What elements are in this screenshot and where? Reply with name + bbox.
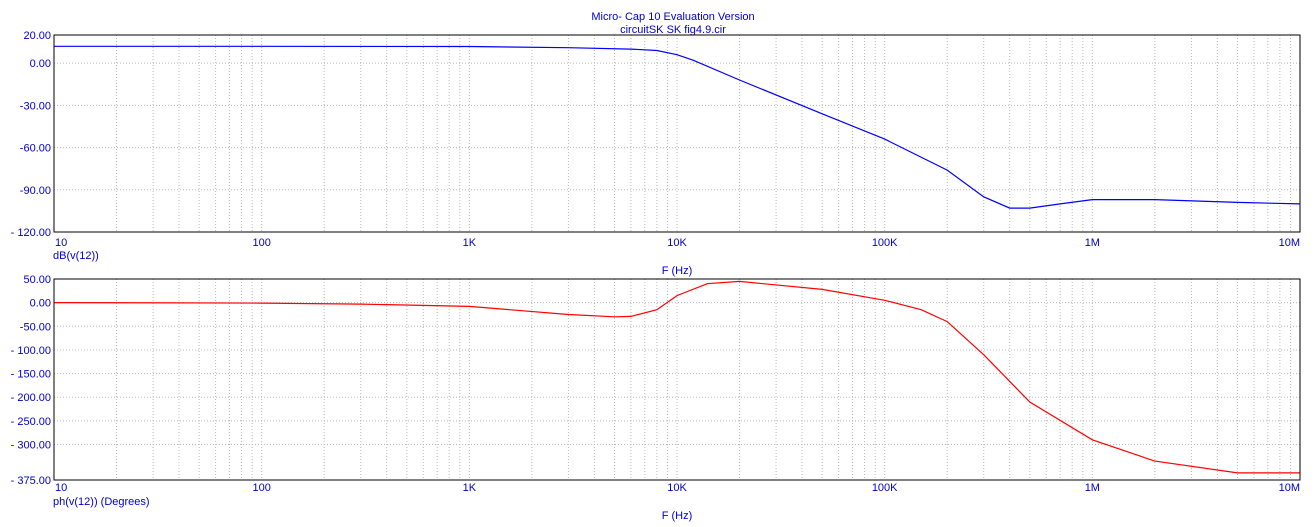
phase-series-line bbox=[53, 280, 1300, 474]
phase-plot-frame bbox=[53, 278, 1301, 481]
phase-chart: 50.00 0.00 -50.00 - 100.00 - 150.00 - 200.00 -… bbox=[11, 274, 1301, 522]
chart-title: Micro- Cap 10 Evaluation Version bbox=[591, 11, 754, 23]
magnitude-x-tick-label: 10K bbox=[667, 237, 687, 249]
magnitude-series-label: dB(v(12)) bbox=[53, 250, 99, 262]
magnitude-x-tick-label: 100 bbox=[252, 237, 270, 249]
magnitude-x-tick-label: 10 bbox=[55, 237, 67, 249]
phase-y-tick-label: 50.00 bbox=[23, 274, 51, 286]
phase-y-tick-label: - 200.00 bbox=[11, 392, 51, 404]
magnitude-x-tick-label: 100K bbox=[872, 237, 898, 249]
magnitude-y-tick-label: 0.00 bbox=[30, 58, 51, 70]
magnitude-y-tick-label: -30.00 bbox=[20, 100, 51, 112]
magnitude-x-axis-label: F (Hz) bbox=[662, 265, 693, 277]
magnitude-y-tick-label: 20.00 bbox=[23, 30, 51, 42]
phase-x-tick-label: 1M bbox=[1085, 482, 1100, 494]
magnitude-plot-frame bbox=[53, 34, 1301, 233]
magnitude-x-tick-label: 10M bbox=[1279, 237, 1300, 249]
phase-y-tick-label: -50.00 bbox=[20, 321, 51, 333]
magnitude-chart: 20.00 0.00 -30.00 -60.00 -90.00 - 120.00 10 10… bbox=[11, 30, 1301, 277]
phase-x-tick-label: 10M bbox=[1279, 482, 1300, 494]
phase-x-tick-label: 100K bbox=[872, 482, 898, 494]
phase-y-tick-label: - 100.00 bbox=[11, 345, 51, 357]
phase-y-tick-label: - 375.00 bbox=[11, 475, 51, 487]
phase-series-label: ph(v(12)) (Degrees) bbox=[53, 496, 150, 508]
phase-x-tick-label: 100 bbox=[252, 482, 270, 494]
phase-x-tick-label: 10 bbox=[55, 482, 67, 494]
magnitude-y-tick-label: -90.00 bbox=[20, 185, 51, 197]
phase-x-axis-label: F (Hz) bbox=[662, 510, 693, 522]
phase-y-tick-label: 0.00 bbox=[30, 298, 51, 310]
magnitude-series-line bbox=[54, 45, 1301, 209]
magnitude-y-tick-label: - 120.00 bbox=[11, 227, 51, 239]
phase-y-tick-label: - 250.00 bbox=[11, 416, 51, 428]
phase-y-tick-label: - 300.00 bbox=[11, 440, 51, 452]
magnitude-x-tick-label: 1K bbox=[463, 237, 477, 249]
phase-x-tick-label: 10K bbox=[667, 482, 687, 494]
chart-subtitle: circuitSK SK fig4.9.cir bbox=[620, 24, 726, 36]
phase-y-tick-label: - 150.00 bbox=[11, 369, 51, 381]
phase-x-tick-label: 1K bbox=[463, 482, 477, 494]
magnitude-x-tick-label: 1M bbox=[1085, 237, 1100, 249]
magnitude-y-tick-label: -60.00 bbox=[20, 143, 51, 155]
